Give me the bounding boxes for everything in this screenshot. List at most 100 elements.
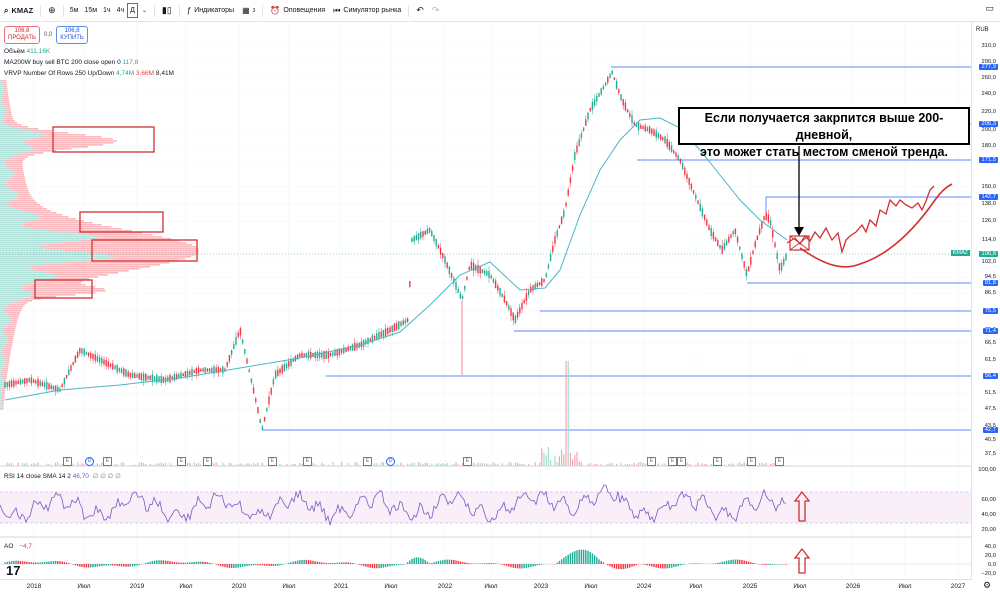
breakout-box (789, 235, 810, 251)
ao-tick-label: 20,0 (984, 553, 996, 559)
price-tick-label: 180,0 (981, 143, 996, 149)
chevron-down-icon[interactable]: ⌄ (141, 8, 147, 14)
price-level-tag: 75,5 (982, 308, 998, 314)
plus-circle-icon[interactable]: ⊕ (48, 5, 56, 15)
layouts-button[interactable]: ▦ 3 (238, 0, 259, 21)
interval-day[interactable]: Д (127, 3, 138, 18)
sell-button[interactable]: 106,8 ПРОДАТЬ (4, 26, 40, 44)
profile-highlight-box (34, 279, 93, 299)
profile-highlight-box (52, 126, 155, 153)
price-axis[interactable]: 310,0290,0260,0240,0220,0200,0180,0165,0… (971, 22, 1000, 580)
price-tick-label: 114,0 (981, 237, 996, 243)
price-tick-label: 150,0 (981, 184, 996, 190)
search-icon: ⌕ (4, 5, 9, 15)
annotation-textbox[interactable]: Если получается закрпится выше 200-дневн… (678, 107, 970, 159)
volume-legend[interactable]: Объём 411,16K (4, 48, 174, 55)
ma-legend[interactable]: MA200W buy sell BTC 200 close open 0 117… (4, 59, 174, 66)
currency-label[interactable]: RUB (976, 27, 989, 33)
rsi-tick-label: 40,00 (981, 512, 996, 518)
interval-15m[interactable]: 15м (84, 7, 98, 14)
replay-button[interactable]: ⏮ Симулятор рынка (329, 0, 405, 21)
earnings-flag[interactable]: E (63, 457, 72, 466)
candles-icon[interactable]: ▮▯ (161, 5, 172, 15)
alerts-button[interactable]: ⏰ Оповещения (266, 0, 329, 21)
vrvp-down: 3,66M (136, 70, 155, 77)
vrvp-total: 8,41M (155, 70, 174, 77)
tradingview-logo[interactable]: 17 (6, 563, 21, 578)
interval-1h[interactable]: 1ч (103, 7, 111, 14)
vrvp-up: 4,74M (116, 70, 135, 77)
earnings-flag[interactable]: E (668, 457, 677, 466)
time-tick-label: 2027 (950, 583, 966, 590)
price-level-tag: 106,8 (979, 251, 998, 257)
profile-highlight-box (79, 211, 164, 233)
interval-5m[interactable]: 5м (69, 7, 79, 14)
price-candles (4, 69, 787, 431)
earnings-flag[interactable]: E (177, 457, 186, 466)
time-axis[interactable]: 2018 Июл 2019 Июл 2020 Июл 2021 Июл 2022 Июл 2023 И… (0, 579, 971, 593)
volume-bars (4, 361, 787, 466)
toolbar-divider (408, 4, 410, 17)
rsi-legend[interactable]: RSI 14 close SMA 14 2 46,70 ∅ ∅ ∅ ∅ (4, 472, 121, 480)
window-icon[interactable]: ▭ (985, 3, 994, 13)
earnings-flag[interactable]: E (677, 457, 686, 466)
time-tick-label: Июл (179, 583, 193, 590)
symbol-search-button[interactable]: ⌕ KMAZ (0, 0, 37, 21)
earnings-flag[interactable]: E (268, 457, 277, 466)
earnings-flag[interactable]: E (303, 457, 312, 466)
volume-value: 411,16K (26, 48, 51, 55)
earnings-flag[interactable]: E (713, 457, 722, 466)
ma-label: MA200W buy sell BTC 200 close open 0 (4, 59, 121, 66)
buy-button[interactable]: 106,8 КУПИТЬ (56, 26, 88, 44)
eye-icon[interactable]: ∅ ∅ ∅ ∅ (92, 473, 121, 480)
time-tick-label: Июл (384, 583, 398, 590)
earnings-flag[interactable]: E (103, 457, 112, 466)
price-level-tag: 42,7 (982, 427, 998, 433)
replay-label: Симулятор рынка (343, 7, 402, 14)
chart-legend: 106,8 ПРОДАТЬ 0,0 106,8 КУПИТЬ Объём 411… (4, 26, 174, 81)
time-tick-label: 2024 (636, 583, 652, 590)
earnings-flag[interactable]: E (463, 457, 472, 466)
annotation-line-1: Если получается закрпится выше 200-дневн… (704, 111, 944, 142)
ao-legend[interactable]: AO −4,7 (4, 543, 32, 550)
price-tick-label: 43,5 (984, 423, 996, 429)
rsi-value: 46,70 (72, 473, 89, 480)
time-tick-label: 2018 (26, 583, 42, 590)
indicators-label: Индикаторы (194, 7, 235, 14)
time-tick-label: Июл (77, 583, 91, 590)
rsi-tick-label: 60,00 (981, 497, 996, 503)
undo-icon[interactable]: ↶ (416, 5, 424, 15)
buy-label: КУПИТЬ (60, 35, 84, 41)
price-level-tag: 277,9 (979, 64, 998, 70)
volume-profile (0, 80, 200, 410)
alerts-label: Оповещения (283, 7, 326, 14)
toolbar-divider (62, 4, 64, 17)
earnings-flag[interactable]: E (747, 457, 756, 466)
earnings-flag[interactable]: E (363, 457, 372, 466)
time-tick-label: 2023 (533, 583, 549, 590)
rsi-tick-label: 100,00 (978, 467, 996, 473)
ticker-tag: KMAZ (950, 250, 970, 256)
ao-label: AO (4, 543, 14, 550)
redo-icon[interactable]: ↷ (431, 5, 440, 15)
dividend-flag[interactable]: D (85, 457, 94, 466)
indicators-button[interactable]: ƒ Индикаторы (183, 0, 238, 21)
profile-highlight-box (91, 239, 198, 262)
gear-icon[interactable]: ⚙ (983, 580, 992, 590)
replay-icon: ⏮ (333, 5, 341, 15)
earnings-flag[interactable]: E (775, 457, 784, 466)
dividend-flag[interactable]: D (386, 457, 395, 466)
vrvp-legend[interactable]: VRVP Number Of Rows 250 Up/Down 4,74M 3,… (4, 70, 174, 77)
price-tick-label: 61,5 (984, 357, 996, 363)
toolbar-divider (153, 4, 155, 17)
earnings-flag[interactable]: E (203, 457, 212, 466)
buy-price: 106,8 (64, 28, 80, 34)
rsi-up-arrow (793, 490, 811, 522)
ma200-line (4, 117, 788, 401)
interval-4h[interactable]: 4ч (116, 7, 125, 14)
rsi-label: RSI 14 close SMA 14 2 (4, 473, 71, 480)
earnings-flag[interactable]: E (647, 457, 656, 466)
symbol-name: KMAZ (11, 6, 34, 15)
vrvp-label: VRVP Number Of Rows 250 Up/Down (4, 70, 115, 77)
